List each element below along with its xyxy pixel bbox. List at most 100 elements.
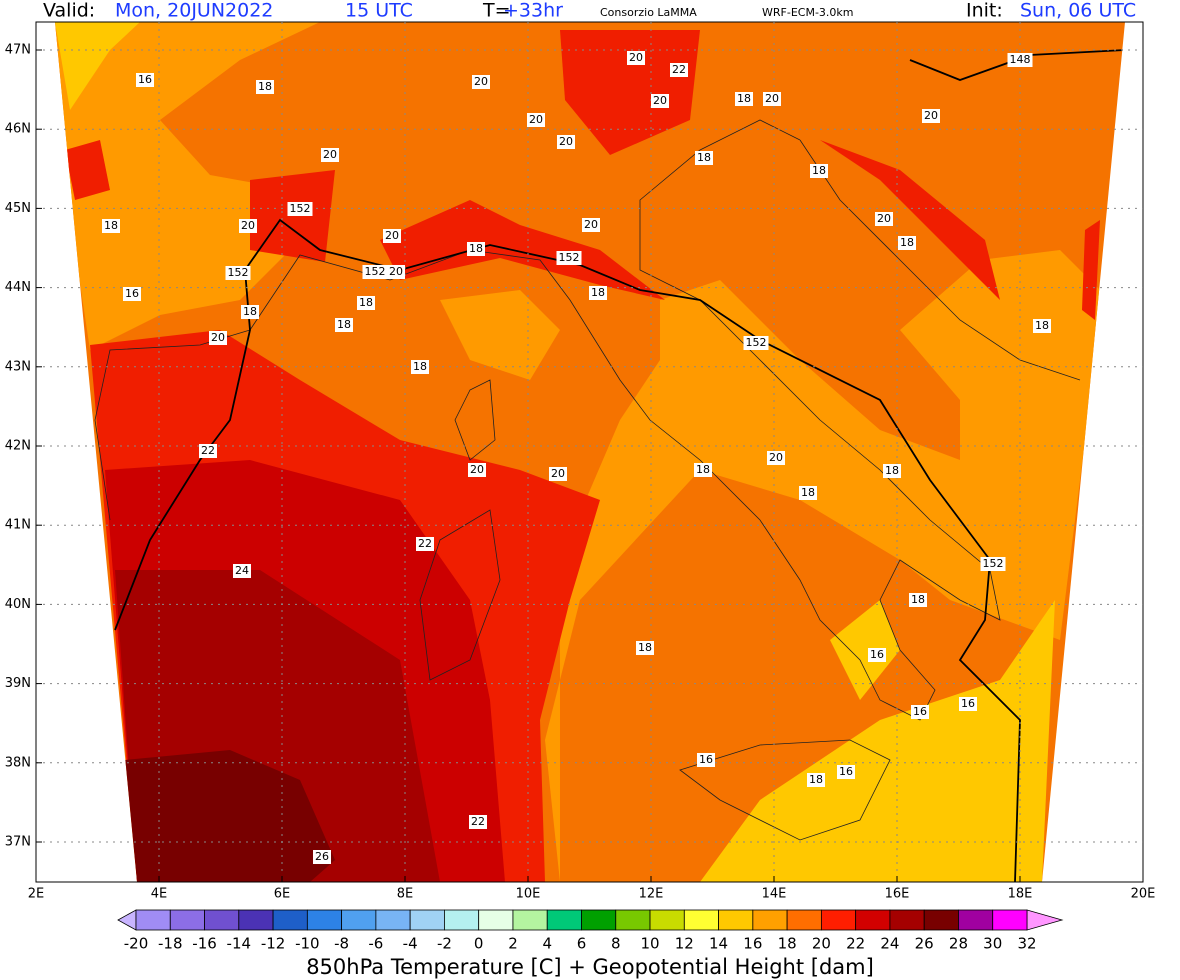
colorbar-label: 8: [611, 935, 621, 953]
contour-label-box: [1007, 53, 1033, 67]
contour-label-box: [383, 229, 401, 243]
colorbar-label: 28: [949, 935, 968, 953]
init-label: Init:: [966, 0, 1003, 22]
contour-label: 20: [474, 75, 488, 88]
lat-label: 40N: [5, 597, 31, 612]
contour-label: 18: [697, 151, 711, 164]
contour-label: 20: [584, 218, 598, 231]
valid-time: 15 UTC: [345, 0, 413, 22]
contour-label-box: [868, 648, 886, 662]
colorbar-box: [444, 909, 480, 931]
colorbar-box: [341, 909, 377, 931]
lat-label: 37N: [5, 835, 31, 850]
contour-label: 18: [911, 593, 925, 606]
colorbar-box: [958, 909, 994, 931]
contour-label: 20: [470, 463, 484, 476]
contour-label-box: [695, 151, 713, 165]
contour-label-box: [922, 109, 940, 123]
contour-label-box: [735, 92, 753, 106]
contour-label: 20: [211, 331, 225, 344]
contour-label-box: [225, 266, 251, 280]
colorbar-box: [306, 909, 343, 931]
lon-label: 10E: [516, 887, 541, 902]
header: Valid: Mon, 20JUN2022 15 UTC T= +33hr Co…: [43, 0, 1136, 22]
contour-label-box: [911, 705, 929, 719]
coastlines: [94, 119, 1081, 841]
contour-label-box: [670, 63, 688, 77]
contour-label-box: [807, 773, 825, 787]
contour-label-box: [883, 464, 901, 478]
colorbar-over: [1026, 909, 1064, 931]
contour-label: 16: [699, 753, 713, 766]
colorbar-label: 12: [675, 935, 694, 953]
contour-label-box: [387, 265, 405, 279]
colorbar-label: -4: [403, 935, 418, 953]
contour-label-box: [636, 641, 654, 655]
lon-label: 16E: [885, 887, 910, 902]
contour-label: 152: [228, 266, 249, 279]
colorbar-label: 10: [640, 935, 659, 953]
lon-label: 6E: [274, 887, 291, 902]
contour-label: 18: [885, 464, 899, 477]
colorbar-label: -14: [227, 935, 252, 953]
contour-label: 18: [469, 242, 483, 255]
contour-label: 18: [737, 92, 751, 105]
contour-label: 20: [323, 148, 337, 161]
colorbar-label: 16: [743, 935, 762, 953]
field-zone: [380, 200, 665, 300]
lon-label: 4E: [151, 887, 168, 902]
field-zone: [700, 600, 1055, 882]
coast-corsica: [454, 379, 496, 461]
contour-label: 22: [201, 444, 215, 457]
valid-date: Mon, 20JUN2022: [115, 0, 273, 22]
source: Consorzio LaMMA: [600, 6, 697, 19]
colorbar-label: 18: [778, 935, 797, 953]
field-zone: [65, 140, 110, 200]
contour-label-box: [909, 593, 927, 607]
model: WRF-ECM-3.0km: [762, 6, 854, 19]
contour-label: 18: [809, 773, 823, 786]
colorbar-label: -16: [192, 935, 217, 953]
contour-label: 152: [365, 265, 386, 278]
colorbar-label: -2: [437, 935, 452, 953]
lat-label: 42N: [5, 439, 31, 454]
coast-sicily: [679, 739, 891, 841]
field-zone: [545, 250, 1100, 882]
contour-label: 18: [638, 641, 652, 654]
colorbar-box: [718, 909, 754, 931]
contour-label-box: [241, 305, 259, 319]
contour-label-box: [321, 148, 339, 162]
contour-label-box: [199, 444, 217, 458]
contour-label: 20: [529, 113, 543, 126]
coast-italy: [249, 119, 1001, 721]
temperature-field: [55, 22, 1125, 882]
contour-label-box: [810, 164, 828, 178]
lat-label: 38N: [5, 755, 31, 770]
contour-label: 152: [983, 557, 1004, 570]
contour-label-box: [362, 265, 388, 279]
contour-label-box: [763, 92, 781, 106]
contour-label-box: [767, 451, 785, 465]
contour-label-box: [467, 242, 485, 256]
contour-label: 16: [961, 697, 975, 710]
lat-label: 44N: [5, 280, 31, 295]
contour-label-box: [102, 219, 120, 233]
colorbar-box: [546, 909, 582, 931]
contour-label: 22: [418, 537, 432, 550]
map-frame: [35, 21, 1144, 883]
contour-label-box: [980, 557, 1006, 571]
field-zone: [1082, 220, 1100, 320]
contour-label: 16: [913, 705, 927, 718]
lat-label: 45N: [5, 201, 31, 216]
field-zone: [55, 22, 140, 110]
colorbar-label: 22: [846, 935, 865, 953]
colorbar-label: 6: [577, 935, 587, 953]
colorbar-label: -10: [295, 935, 320, 953]
contour-label: 16: [125, 287, 139, 300]
colorbar-box: [478, 909, 514, 931]
contour-label: 20: [924, 109, 938, 122]
lat-label: 46N: [5, 122, 31, 137]
contour-label-box: [527, 113, 545, 127]
